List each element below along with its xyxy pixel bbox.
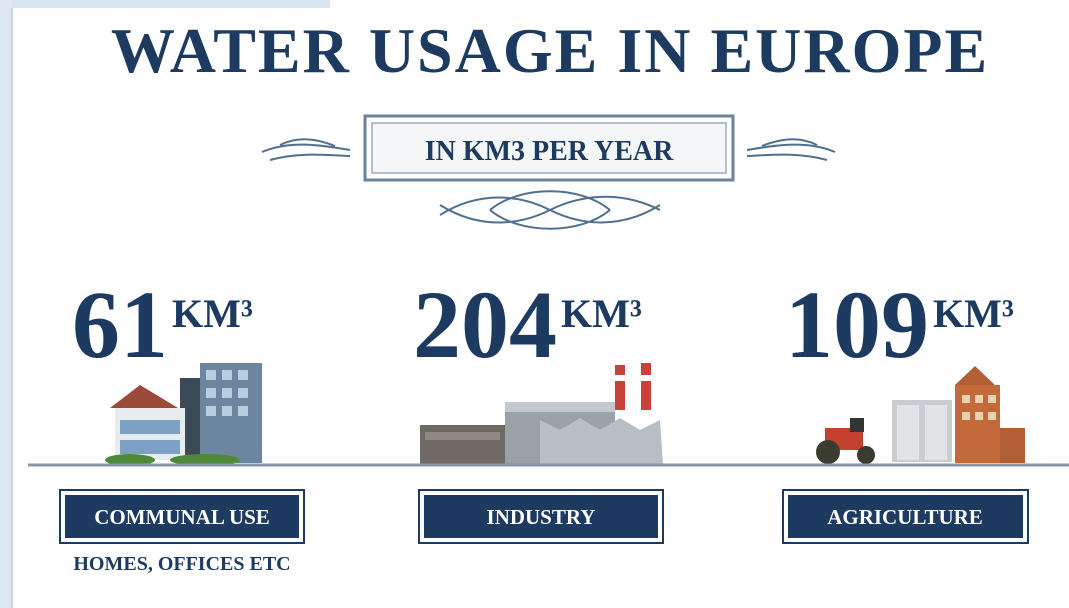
title: WATER USAGE IN EUROPE (111, 15, 989, 86)
value-number: 61 (72, 271, 168, 378)
frame-top (0, 0, 330, 8)
subtitle: IN KM3 PER YEAR (425, 136, 674, 167)
label: AGRICULTURE (827, 505, 983, 529)
value-unit: KM³ (933, 291, 1014, 336)
label-note: HOMES, OFFICES ETC (73, 553, 290, 575)
value-unit: KM³ (561, 291, 642, 336)
value-unit: KM³ (172, 291, 253, 336)
value-number: 204 (413, 271, 557, 378)
label: COMMUNAL USE (94, 505, 270, 529)
value-number: 109 (785, 271, 929, 378)
frame-left (0, 0, 12, 608)
label: INDUSTRY (487, 505, 596, 529)
infographic: WATER USAGE IN EUROPE IN KM3 PER YEAR 61… (0, 0, 1069, 608)
